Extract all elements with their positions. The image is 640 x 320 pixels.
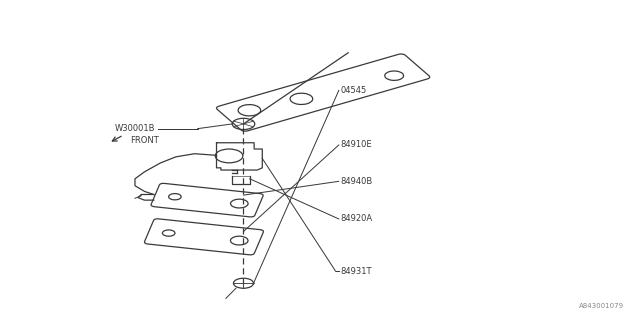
Text: W30001B: W30001B	[115, 124, 156, 133]
Text: 84920A: 84920A	[340, 214, 373, 223]
Text: FRONT: FRONT	[130, 136, 159, 146]
Text: 04545: 04545	[340, 86, 367, 95]
Text: 84931T: 84931T	[340, 267, 372, 276]
Text: 84940B: 84940B	[340, 177, 373, 186]
Text: 84910E: 84910E	[340, 140, 372, 149]
Text: A843001079: A843001079	[579, 303, 624, 309]
